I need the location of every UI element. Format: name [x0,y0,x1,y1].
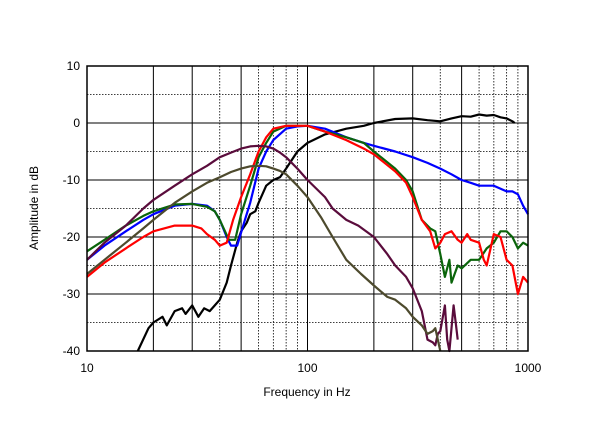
grid [87,66,528,351]
y-tick-labels: 10 0 -10 -20 -30 -40 [63,59,81,358]
y-tick-label: -30 [63,287,81,301]
series-line-maroon [86,144,459,353]
series-group [86,113,529,353]
y-axis-label: Amplitude in dB [27,166,41,250]
x-tick-label: 100 [297,361,317,375]
series-line-olive [86,164,442,352]
x-tick-label: 1000 [515,361,542,375]
series-line-red [86,124,529,296]
y-tick-label: -20 [63,230,81,244]
y-tick-label: 10 [67,59,81,73]
plot-frame [86,65,529,352]
x-tick-label: 10 [80,361,94,375]
x-tick-labels: 10 100 1000 [80,361,541,375]
y-tick-label: -40 [63,344,81,358]
y-tick-label: -10 [63,173,81,187]
y-tick-label: 0 [73,116,80,130]
series-line-black [136,113,516,352]
x-axis-label: Frequency in Hz [263,385,350,399]
